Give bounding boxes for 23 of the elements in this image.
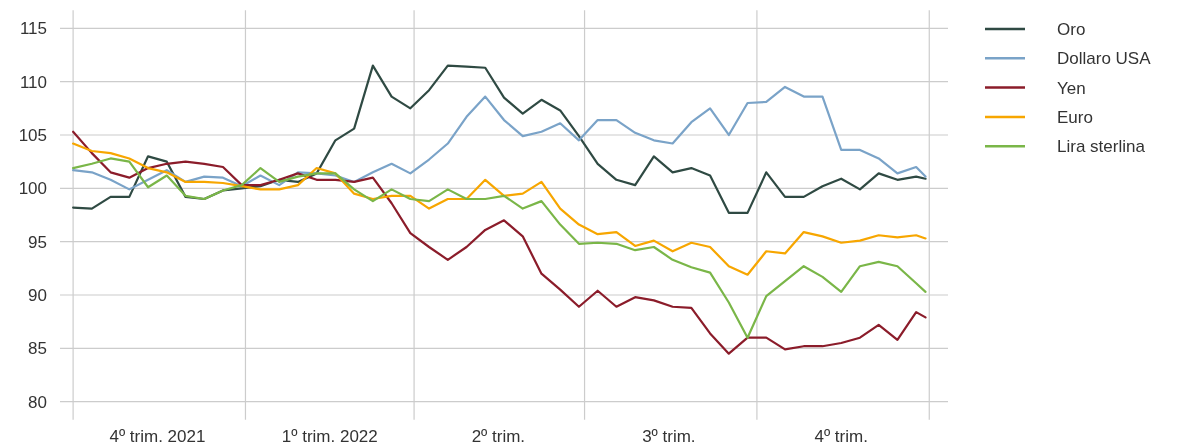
x-tick-label: 2º trim. bbox=[471, 427, 526, 445]
line-series bbox=[72, 85, 927, 191]
y-tick-label: 95 bbox=[28, 232, 47, 252]
y-tick-label: 105 bbox=[18, 125, 47, 145]
legend-label: Lira sterlina bbox=[1057, 137, 1146, 157]
line-series bbox=[72, 130, 927, 355]
y-tick-label: 110 bbox=[19, 72, 47, 92]
y-tick-label: 115 bbox=[19, 19, 47, 39]
y-tick-label: 80 bbox=[28, 392, 47, 412]
x-tick-label: 4º trim. 2021 bbox=[109, 427, 206, 445]
line-series bbox=[72, 157, 927, 339]
legend-label: Dollaro USA bbox=[1057, 49, 1152, 69]
legend-label: Euro bbox=[1057, 107, 1093, 127]
x-tick-label: 1º trim. 2022 bbox=[281, 427, 378, 445]
y-tick-label: 90 bbox=[28, 285, 47, 305]
legend-label: Yen bbox=[1057, 78, 1086, 98]
line-series bbox=[72, 64, 927, 214]
x-tick-label: 4º trim. bbox=[814, 427, 868, 445]
x-tick-label: 3º trim. bbox=[642, 427, 696, 445]
line-series bbox=[72, 142, 927, 276]
y-tick-label: 85 bbox=[28, 339, 47, 359]
y-tick-label: 100 bbox=[18, 179, 47, 199]
legend-label: Oro bbox=[1057, 19, 1086, 39]
